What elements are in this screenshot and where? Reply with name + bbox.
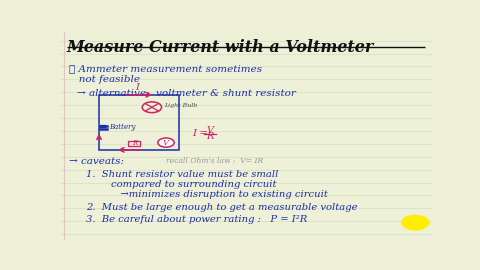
- Text: 2.  Must be large enough to get a measurable voltage: 2. Must be large enough to get a measura…: [86, 203, 358, 212]
- Text: I: I: [135, 83, 139, 92]
- Text: Measure Current with a Voltmeter: Measure Current with a Voltmeter: [67, 39, 374, 56]
- Text: R: R: [206, 132, 214, 141]
- Text: Battery: Battery: [109, 123, 135, 131]
- Text: Light Bulb: Light Bulb: [165, 103, 198, 108]
- Text: not feasible: not feasible: [69, 75, 140, 84]
- Text: I =: I =: [192, 129, 208, 138]
- Text: → caveats:: → caveats:: [69, 157, 124, 166]
- Text: R: R: [132, 139, 137, 147]
- Text: ✱ Ammeter measurement sometimes: ✱ Ammeter measurement sometimes: [69, 65, 263, 74]
- Text: compared to surrounding circuit: compared to surrounding circuit: [86, 180, 276, 189]
- Circle shape: [401, 215, 430, 231]
- Text: recall Ohm's law :  V= IR: recall Ohm's law : V= IR: [166, 157, 263, 165]
- Circle shape: [158, 138, 174, 147]
- Text: 3.  Be careful about power rating :   P = I²R: 3. Be careful about power rating : P = I…: [86, 215, 307, 224]
- Text: V: V: [206, 126, 214, 135]
- Text: V: V: [163, 139, 169, 147]
- Bar: [129, 141, 140, 146]
- Text: → alternative:  voltmeter & shunt resistor: → alternative: voltmeter & shunt resisto…: [77, 89, 296, 97]
- Text: →minimizes disruption to existing circuit: →minimizes disruption to existing circui…: [86, 190, 328, 200]
- Text: 1.  Shunt resistor value must be small: 1. Shunt resistor value must be small: [86, 170, 278, 179]
- Bar: [99, 95, 179, 150]
